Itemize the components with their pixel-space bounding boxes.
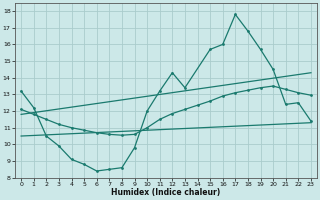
X-axis label: Humidex (Indice chaleur): Humidex (Indice chaleur) (111, 188, 221, 197)
